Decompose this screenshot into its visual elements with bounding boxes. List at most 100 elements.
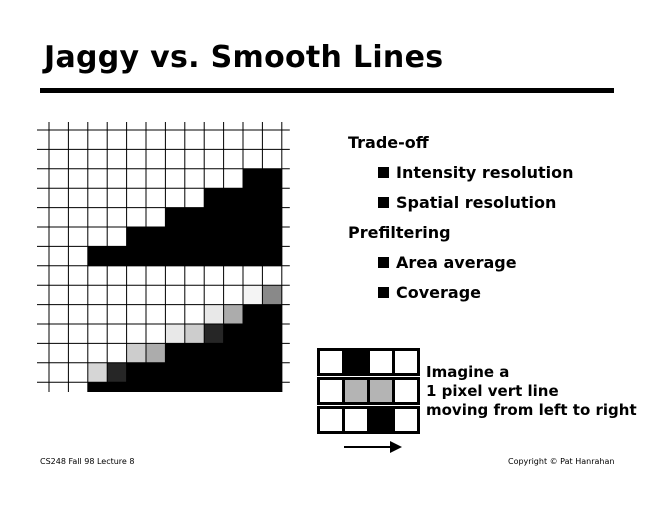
footer-copyright: Copyright © Pat Hanrahan xyxy=(508,457,615,466)
pixel-cell xyxy=(262,304,283,325)
strip-pixel xyxy=(317,406,345,434)
pixel-cell xyxy=(165,227,186,247)
pixel-cell xyxy=(184,324,205,344)
slide-title: Jaggy vs. Smooth Lines xyxy=(44,40,444,75)
footer-course: CS248 Fall 98 Lecture 8 xyxy=(40,457,135,466)
pixel-cell xyxy=(126,246,147,267)
pixel-cell xyxy=(243,285,263,305)
bullet-outline: Trade-off Intensity resolution Spatial r… xyxy=(348,128,574,308)
pixel-cell xyxy=(204,188,224,208)
caption-line: Imagine a xyxy=(426,363,510,381)
pixel-cell xyxy=(262,207,283,228)
pixel-cell xyxy=(204,227,224,247)
pixel-cell xyxy=(184,362,205,383)
pixel-cell xyxy=(262,227,283,247)
outline-item-spatial: Spatial resolution xyxy=(348,188,574,218)
pixel-cell xyxy=(243,207,263,228)
pixel-cell xyxy=(223,324,244,344)
pixel-cell xyxy=(204,382,224,392)
square-bullet-icon xyxy=(378,197,389,208)
pixel-cell xyxy=(223,188,244,208)
outline-item-intensity: Intensity resolution xyxy=(348,158,574,188)
pixel-cell xyxy=(204,324,224,344)
pixel-cell xyxy=(184,227,205,247)
strip-caption: Imagine a 1 pixel vert line moving from … xyxy=(426,363,637,420)
pixel-cell xyxy=(146,227,166,247)
outline-item-coverage: Coverage xyxy=(348,278,574,308)
outline-heading-prefiltering: Prefiltering xyxy=(348,223,451,242)
pixel-cell xyxy=(107,362,127,383)
pixel-cell xyxy=(87,382,108,392)
caption-line: 1 pixel vert line xyxy=(426,382,559,400)
pixel-cell xyxy=(107,246,127,267)
pixel-cell xyxy=(262,343,283,364)
strip-pixel xyxy=(392,348,420,376)
pixel-cell xyxy=(146,362,166,383)
strip-pixel xyxy=(342,377,370,405)
pixel-cell xyxy=(243,246,263,267)
outline-heading-tradeoff: Trade-off xyxy=(348,133,429,152)
pixel-cell xyxy=(204,343,224,364)
strip-pixel xyxy=(342,406,370,434)
pixel-cell xyxy=(126,362,147,383)
pixel-grid xyxy=(37,122,290,392)
pixel-cell xyxy=(223,382,244,392)
pixel-cell xyxy=(262,188,283,208)
pixel-cell xyxy=(184,382,205,392)
pixel-cell xyxy=(262,324,283,344)
pixel-cell xyxy=(243,343,263,364)
square-bullet-icon xyxy=(378,257,389,268)
strip-pixel xyxy=(342,348,370,376)
pixel-cell xyxy=(165,382,186,392)
pixel-cell xyxy=(262,246,283,267)
pixel-cell xyxy=(262,362,283,383)
pixel-cell xyxy=(223,362,244,383)
square-bullet-icon xyxy=(378,287,389,298)
pixel-cell xyxy=(87,362,108,383)
strip-pixel xyxy=(367,377,395,405)
strip-pixel xyxy=(392,406,420,434)
pixel-cell xyxy=(126,343,147,364)
pixel-cell xyxy=(204,362,224,383)
square-bullet-icon xyxy=(378,167,389,178)
pixel-cell xyxy=(262,285,283,305)
right-arrow-icon xyxy=(344,441,402,453)
pixel-cell xyxy=(184,207,205,228)
strip-pixel xyxy=(367,348,395,376)
pixel-strips xyxy=(317,348,420,434)
pixel-cell xyxy=(223,304,244,325)
pixel-cell xyxy=(243,362,263,383)
pixel-cell xyxy=(223,207,244,228)
strip-pixel xyxy=(392,377,420,405)
pixel-cell xyxy=(204,246,224,267)
pixel-cell xyxy=(243,324,263,344)
pixel-cell xyxy=(262,168,283,189)
pixel-cell xyxy=(146,382,166,392)
pixel-cell xyxy=(223,246,244,267)
pixel-cell xyxy=(165,246,186,267)
pixel-cell xyxy=(107,382,127,392)
pixel-cell xyxy=(243,382,263,392)
pixel-cell xyxy=(262,382,283,392)
pixel-cell xyxy=(184,246,205,267)
strip-pixel xyxy=(317,377,345,405)
pixel-cell xyxy=(165,343,186,364)
pixel-cell xyxy=(243,168,263,189)
pixel-cell xyxy=(146,343,166,364)
pixel-cell xyxy=(165,362,186,383)
pixel-cell xyxy=(223,343,244,364)
pixel-cell xyxy=(223,227,244,247)
title-underline xyxy=(40,88,614,93)
pixel-cell xyxy=(204,304,224,325)
pixel-cell xyxy=(165,207,186,228)
strip-pixel xyxy=(367,406,395,434)
pixel-cell xyxy=(243,188,263,208)
pixel-cell xyxy=(126,227,147,247)
outline-item-area-average: Area average xyxy=(348,248,574,278)
pixel-cell xyxy=(165,324,186,344)
pixel-cell xyxy=(126,382,147,392)
caption-line: moving from left to right xyxy=(426,401,637,419)
strip-pixel xyxy=(317,348,345,376)
pixel-cell xyxy=(146,246,166,267)
pixel-cell xyxy=(243,304,263,325)
